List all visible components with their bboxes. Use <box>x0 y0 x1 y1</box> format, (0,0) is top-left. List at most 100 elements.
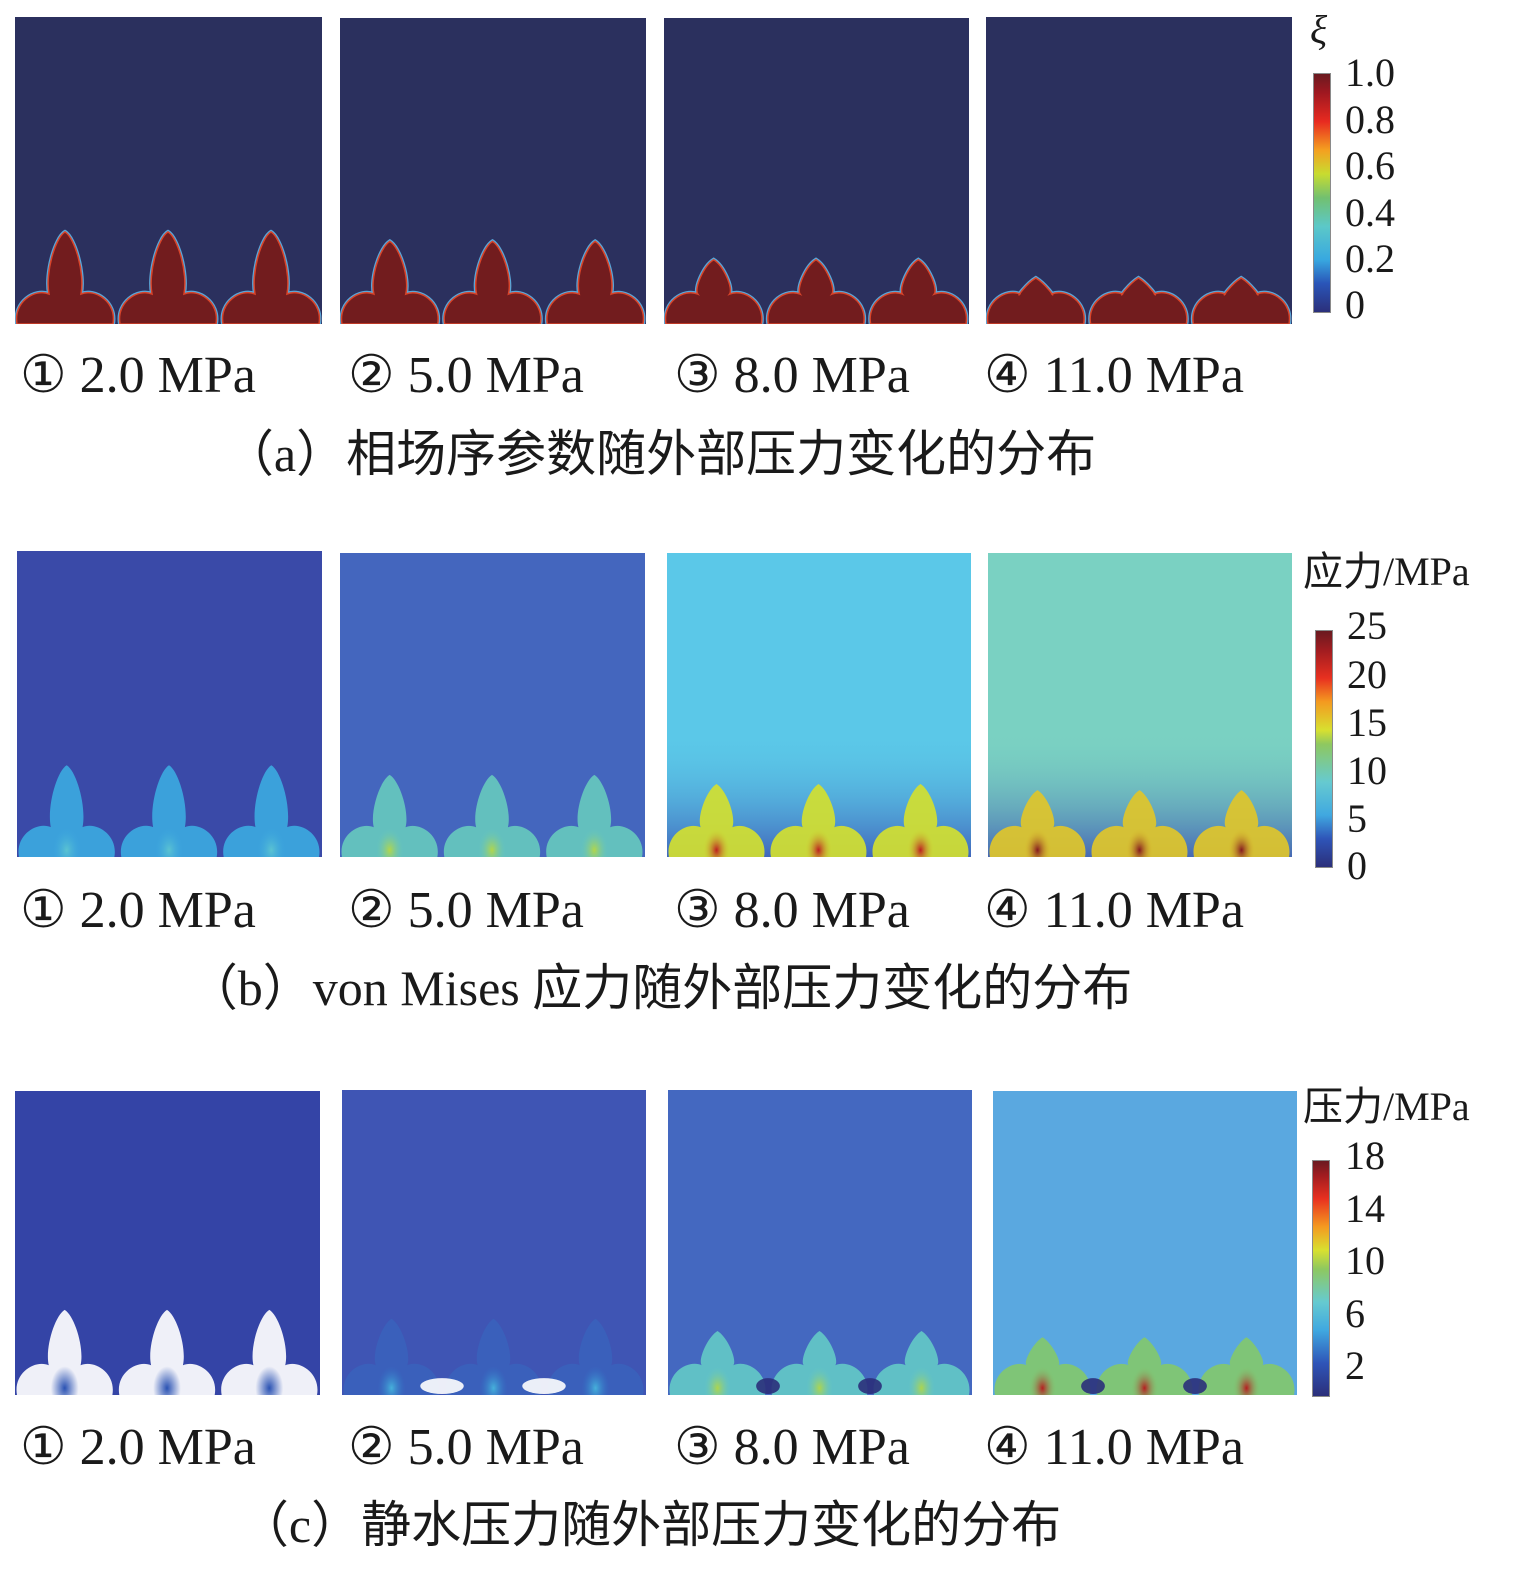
stress-concentration <box>255 1366 284 1395</box>
colorbar-tick: 1.0 <box>1345 50 1395 95</box>
stress-concentration <box>581 1366 610 1395</box>
fracture-region <box>1096 1337 1193 1395</box>
fracture-region <box>221 231 321 324</box>
von-mises-panel-3 <box>667 553 971 857</box>
pressure-map <box>342 1090 646 1395</box>
stress-map <box>988 553 1292 857</box>
von-mises-panel-1 <box>17 551 322 857</box>
colorbar-tick: 0.2 <box>1345 236 1395 281</box>
caption-b: （b）von Mises 应力随外部压力变化的分布 <box>187 960 1133 1016</box>
colorbar-tick: 6 <box>1345 1291 1365 1336</box>
phase-field-panel-3 <box>664 18 969 324</box>
colorbar-tick: 0 <box>1347 843 1367 888</box>
fracture-region <box>771 1330 868 1395</box>
von-mises-panel-2 <box>340 553 645 857</box>
hydrostatic-panel-3 <box>668 1090 972 1395</box>
panel-label: ② 5.0 MPa <box>348 882 584 939</box>
fracture-region <box>986 277 1085 324</box>
phase-field-panel-2 <box>340 18 646 324</box>
fracture-region <box>1192 277 1291 324</box>
fracture-region <box>664 258 763 324</box>
colorbar-title: ξ <box>1310 7 1328 52</box>
stress-concentration <box>50 1366 79 1395</box>
fracture-region <box>443 240 542 324</box>
stress-concentration <box>907 1366 936 1395</box>
stress-map <box>667 553 971 857</box>
colorbar-tick: 18 <box>1345 1133 1385 1178</box>
out-of-range-pocket <box>1183 1378 1207 1395</box>
stress-concentration <box>1227 828 1256 857</box>
colorbar-tick: 0.6 <box>1345 143 1395 188</box>
fracture-region <box>989 790 1086 857</box>
hydrostatic-panel-2 <box>342 1090 646 1395</box>
colorbar-tick: 0.4 <box>1345 190 1395 235</box>
phase-field-map <box>986 17 1292 324</box>
fracture-region <box>445 1318 542 1395</box>
pressure-map <box>15 1091 320 1395</box>
fracture-region <box>669 1330 766 1395</box>
stress-concentration <box>257 828 286 857</box>
stress-concentration <box>1028 1366 1057 1395</box>
panel-label: ① 2.0 MPa <box>20 882 256 939</box>
pressure-map <box>668 1090 972 1395</box>
colorbar-tick: 5 <box>1347 796 1367 841</box>
fracture-region <box>767 258 865 324</box>
phase-field-panel-1 <box>15 17 322 324</box>
panel-label: ② 5.0 MPa <box>348 347 584 404</box>
fracture-region <box>16 1309 113 1395</box>
stress-concentration <box>1232 1366 1261 1395</box>
fracture-region <box>994 1337 1091 1395</box>
von-mises-panel-4 <box>988 553 1292 857</box>
stress-concentration <box>155 828 183 857</box>
phase-field-map <box>15 17 322 324</box>
fracture-region <box>15 231 115 324</box>
panel-label: ② 5.0 MPa <box>348 1419 584 1476</box>
phase-field-map <box>664 18 969 324</box>
colorbar-tick: 15 <box>1347 700 1387 745</box>
stress-concentration <box>479 1366 508 1395</box>
hydrostatic-panel-4 <box>993 1091 1297 1395</box>
fracture-region <box>118 1309 216 1395</box>
panel-labels-b: ① 2.0 MPa ② 5.0 MPa ③ 8.0 MPa ④ 11.0 MPa <box>0 881 1320 941</box>
stress-concentration <box>478 828 506 857</box>
colorbar-tick: 10 <box>1345 1238 1385 1283</box>
colorbar-title: 应力/MPa <box>1303 549 1470 594</box>
phase-field-panel-4 <box>986 17 1292 324</box>
panel-label: ④ 11.0 MPa <box>984 347 1244 404</box>
fracture-region <box>18 765 115 857</box>
panel-labels-a: ① 2.0 MPa ② 5.0 MPa ③ 8.0 MPa ④ 11.0 MPa <box>0 346 1320 406</box>
stress-concentration <box>703 1366 732 1395</box>
phase-field-map <box>340 18 646 324</box>
out-of-range-pocket <box>858 1378 882 1395</box>
fracture-region <box>873 1330 970 1395</box>
stress-concentration <box>153 1366 181 1395</box>
stress-concentration <box>1130 1366 1159 1395</box>
caption-a: （a）相场序参数随外部压力变化的分布 <box>223 426 1097 482</box>
fracture-region <box>547 1318 644 1395</box>
stress-concentration <box>377 1366 406 1395</box>
colorbar-tick: 10 <box>1347 748 1387 793</box>
panel-label: ③ 8.0 MPa <box>674 1419 910 1476</box>
fracture-region <box>546 240 645 324</box>
hydrostatic-panel-1 <box>15 1091 320 1395</box>
out-of-range-pocket <box>522 1378 566 1395</box>
fracture-region <box>668 784 765 857</box>
colorbar-tick: 25 <box>1347 603 1387 648</box>
fracture-region <box>221 1309 318 1395</box>
colorbar-title: 压力/MPa <box>1303 1084 1470 1129</box>
panel-labels-c: ① 2.0 MPa ② 5.0 MPa ③ 8.0 MPa ④ 11.0 MPa <box>0 1418 1320 1478</box>
fracture-region <box>1198 1337 1295 1395</box>
fracture-region <box>1091 790 1188 857</box>
panel-label: ① 2.0 MPa <box>20 1419 256 1476</box>
stress-concentration <box>805 1366 834 1395</box>
colorbar-tick: 2 <box>1345 1343 1365 1388</box>
out-of-range-pocket <box>756 1378 780 1395</box>
panel-label: ③ 8.0 MPa <box>674 347 910 404</box>
colorbar-a <box>1313 73 1331 313</box>
caption-c: （c）静水压力随外部压力变化的分布 <box>238 1497 1062 1553</box>
stress-concentration <box>702 828 731 857</box>
panel-label: ④ 11.0 MPa <box>984 882 1244 939</box>
fracture-region <box>1193 790 1290 857</box>
fracture-region <box>872 784 969 857</box>
out-of-range-pocket <box>1081 1378 1105 1395</box>
